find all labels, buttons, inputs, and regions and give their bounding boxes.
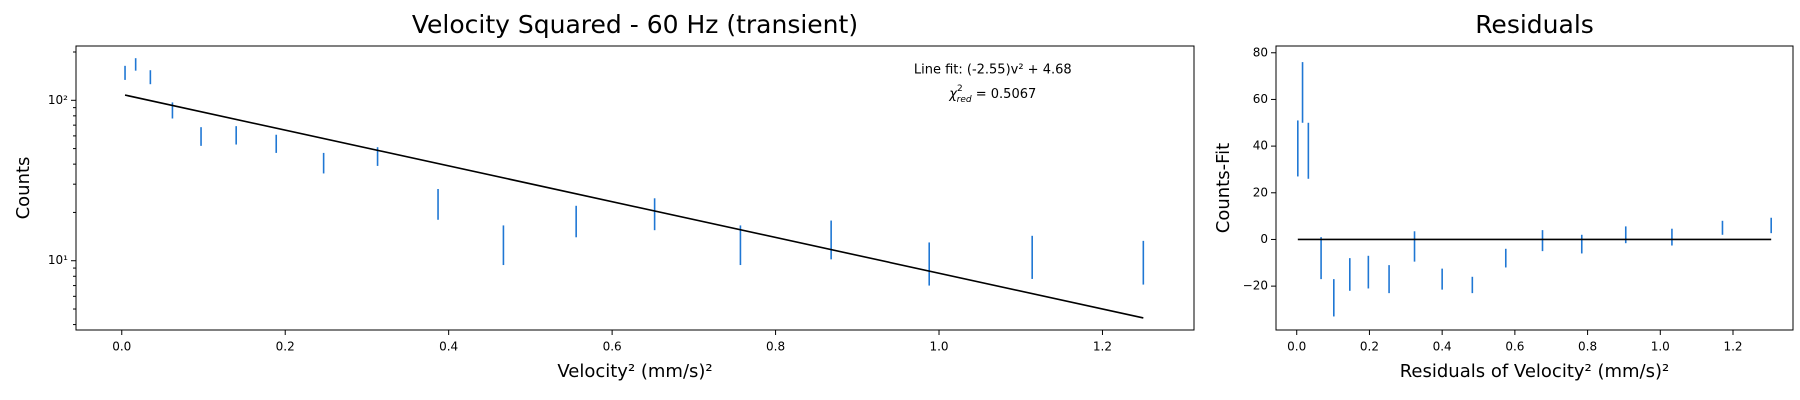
y-tick-label: 40 <box>1253 139 1268 153</box>
y-tick-label: 60 <box>1253 92 1268 106</box>
chart-title: Velocity Squared - 60 Hz (transient) <box>412 10 858 39</box>
chart-title: Residuals <box>1475 10 1594 39</box>
x-tick-label: 0.2 <box>1360 340 1379 354</box>
axes-frame <box>75 45 1195 331</box>
x-tick-label: 0.6 <box>603 340 622 354</box>
x-tick-label: 0.4 <box>1433 340 1452 354</box>
x-tick-label: 0.6 <box>1505 340 1524 354</box>
x-axis-label: Residuals of Velocity² (mm/s)² <box>1400 361 1670 382</box>
x-tick-label: 0.0 <box>112 340 131 354</box>
y-tick-label: 80 <box>1253 45 1268 59</box>
y-tick-label: 0 <box>1260 232 1268 246</box>
x-tick-label: 0.4 <box>439 340 458 354</box>
annotation: Line fit: (-2.55)v² + 4.68 <box>914 63 1072 78</box>
annotation: χ2 red = 0.5067 <box>948 84 1036 105</box>
y-axis-label: Counts <box>13 157 34 220</box>
y-tick-label: 10¹ <box>48 253 68 267</box>
x-tick-label: 1.2 <box>1723 340 1742 354</box>
annotation-symbol: χ <box>948 87 958 102</box>
annotation-sub: red <box>957 95 972 105</box>
fit-line <box>124 94 1144 319</box>
x-axis-label: Velocity² (mm/s)² <box>557 361 712 382</box>
y-tick-label: 20 <box>1253 185 1268 199</box>
y-axis-label: Counts-Fit <box>1213 143 1234 233</box>
x-tick-label: 0.0 <box>1287 340 1306 354</box>
y-tick-label: 10² <box>48 93 68 107</box>
x-tick-label: 1.0 <box>929 340 948 354</box>
annotation-text: = 0.5067 <box>972 87 1037 102</box>
x-tick-label: 0.8 <box>1578 340 1597 354</box>
axes-frame <box>1275 45 1794 331</box>
x-tick-label: 1.2 <box>1093 340 1112 354</box>
x-tick-label: 1.0 <box>1651 340 1670 354</box>
x-tick-label: 0.8 <box>766 340 785 354</box>
annotation-sup: 2 <box>957 84 963 94</box>
x-tick-label: 0.2 <box>276 340 295 354</box>
y-tick-label: −20 <box>1243 279 1268 293</box>
